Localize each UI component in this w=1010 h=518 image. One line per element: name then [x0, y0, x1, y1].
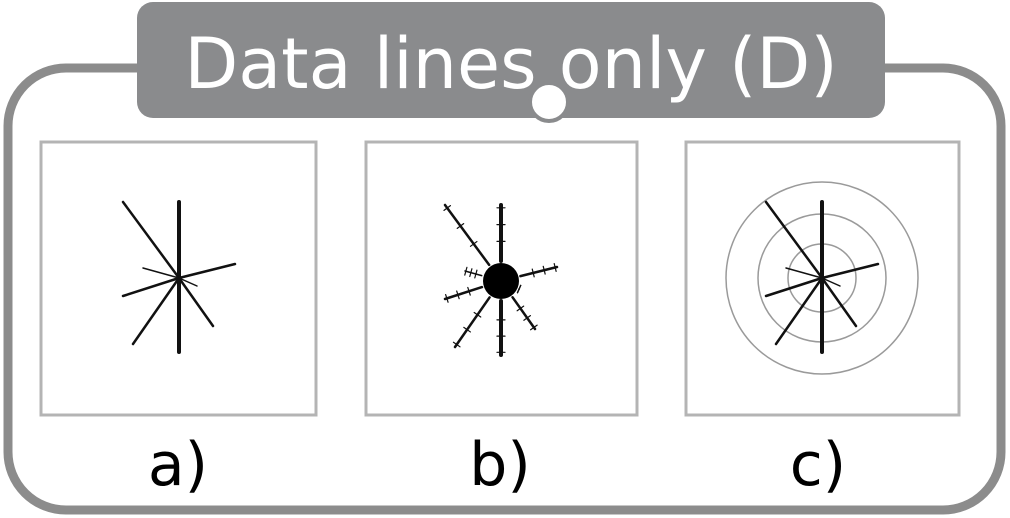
data-line [821, 277, 841, 287]
data-line-tick [464, 266, 468, 276]
data-line-tick [473, 311, 482, 318]
data-line [131, 276, 181, 346]
data-line-tick [553, 262, 557, 272]
panel-b-star [443, 203, 559, 357]
data-line-tick [443, 205, 452, 211]
data-line [177, 262, 237, 280]
data-line-tick [516, 305, 525, 312]
data-line-tick [456, 290, 460, 300]
panel-c-star [764, 200, 880, 354]
data-line-tick [469, 268, 473, 278]
data-line-tick [469, 240, 478, 247]
data-line [764, 276, 824, 298]
data-line [820, 262, 880, 280]
data-line [764, 200, 824, 280]
data-line [177, 276, 215, 328]
panel-b-label: b) [469, 430, 531, 500]
data-line [511, 296, 537, 331]
panel-b-node [483, 263, 519, 299]
data-line-tick [516, 284, 522, 294]
data-line [453, 296, 491, 349]
data-line-tick [467, 286, 471, 296]
data-line-tick [474, 269, 478, 279]
data-line [121, 276, 181, 298]
data-line [142, 267, 180, 279]
title-connector-circle [528, 81, 570, 123]
data-line [820, 276, 858, 328]
data-line-tick [463, 326, 471, 333]
data-line [464, 270, 483, 277]
data-line [519, 265, 559, 278]
data-line-tick [456, 222, 465, 229]
data-line [121, 200, 181, 280]
data-line [774, 276, 824, 346]
data-line-tick [542, 265, 546, 275]
data-line [443, 285, 484, 301]
data-line-tick [531, 268, 535, 278]
title-tab [137, 2, 885, 118]
panel-a-star [121, 200, 237, 354]
data-line-tick [530, 324, 538, 331]
data-line-tick [452, 341, 461, 348]
panel-a-label: a) [147, 430, 209, 500]
panel-c-label: c) [789, 430, 847, 500]
data-line [178, 277, 198, 287]
data-line [785, 267, 823, 279]
data-line-tick [445, 293, 449, 303]
data-line-tick [523, 315, 532, 321]
ring-outer [725, 181, 919, 375]
data-line [443, 203, 491, 267]
diagram-title: Data lines only (D) [184, 23, 837, 105]
